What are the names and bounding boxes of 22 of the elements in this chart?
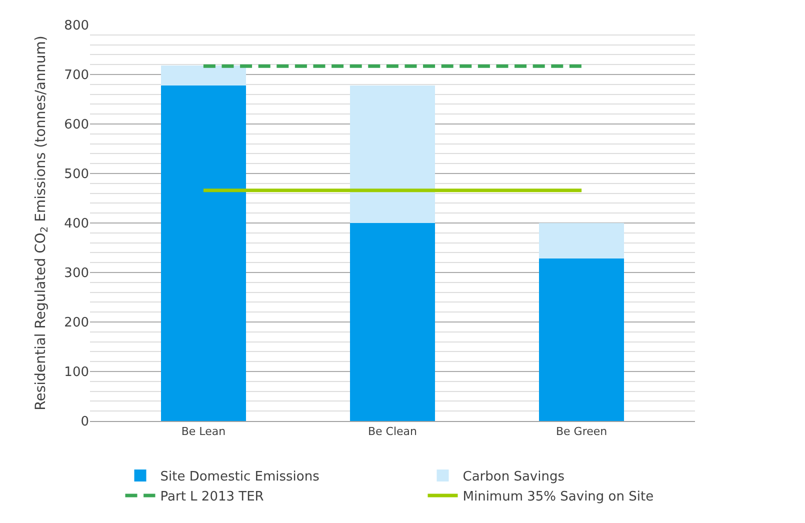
y-tick-label: 600 — [64, 118, 89, 133]
legend-label: Site Domestic Emissions — [160, 470, 320, 485]
y-tick-label: 300 — [64, 266, 89, 282]
y-tick-label: 200 — [64, 316, 89, 331]
legend-label: Part L 2013 TER — [160, 490, 264, 505]
x-tick-label: Be Clean — [368, 425, 418, 438]
bar — [539, 258, 624, 421]
bar — [350, 223, 436, 421]
legend-label: Carbon Savings — [462, 470, 565, 485]
y-tick-label: 100 — [64, 365, 89, 380]
y-tick-label: 500 — [64, 167, 89, 182]
y-tick-label: 800 — [64, 18, 89, 34]
bar — [160, 85, 246, 421]
bar — [350, 85, 436, 223]
bar — [539, 223, 624, 259]
y-tick-label: 0 — [80, 414, 89, 430]
y-tick-label: 400 — [64, 216, 89, 232]
bar — [160, 66, 246, 86]
x-tick-label: Be Lean — [181, 425, 226, 438]
x-tick-label: Be Green — [556, 425, 608, 438]
y-tick-label: 700 — [64, 68, 89, 84]
legend-label: Minimum 35% Saving on Site — [462, 490, 654, 505]
